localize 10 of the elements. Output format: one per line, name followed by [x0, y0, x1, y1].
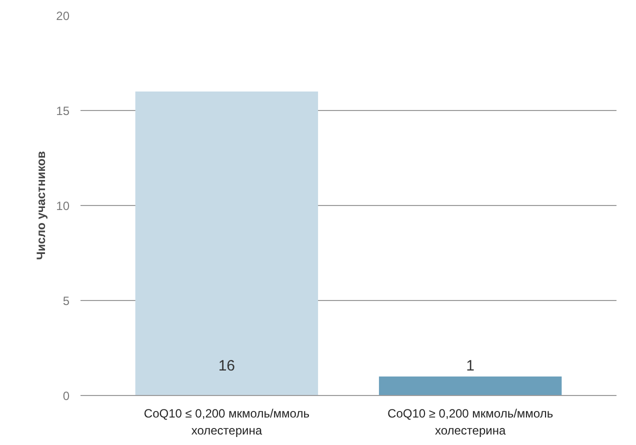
- y-axis-title: Число участников: [34, 151, 48, 260]
- y-tick-label: 0: [62, 389, 70, 403]
- y-tick-label: 5: [62, 294, 70, 308]
- x-tick-label: CoQ10 ≤ 0,200 мкмоль/ммоль холестерина: [144, 406, 310, 438]
- y-tick-label: 20: [56, 9, 70, 23]
- y-tick-label: 10: [56, 199, 70, 213]
- data-label: 16: [218, 358, 236, 375]
- data-label: 1: [466, 358, 474, 375]
- y-tick-label: 15: [56, 104, 70, 118]
- x-tick-label: CoQ10 ≥ 0,200 мкмоль/ммоль холестерина: [388, 406, 554, 438]
